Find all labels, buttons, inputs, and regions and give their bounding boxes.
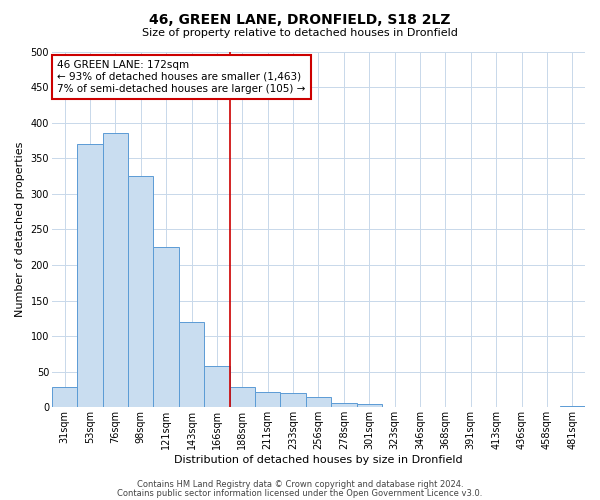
Bar <box>255 392 280 407</box>
X-axis label: Distribution of detached houses by size in Dronfield: Distribution of detached houses by size … <box>174 455 463 465</box>
Bar <box>128 176 154 408</box>
Text: 46, GREEN LANE, DRONFIELD, S18 2LZ: 46, GREEN LANE, DRONFIELD, S18 2LZ <box>149 12 451 26</box>
Y-axis label: Number of detached properties: Number of detached properties <box>15 142 25 317</box>
Bar <box>407 406 433 408</box>
Bar <box>356 404 382 407</box>
Bar <box>331 403 356 407</box>
Text: Contains public sector information licensed under the Open Government Licence v3: Contains public sector information licen… <box>118 488 482 498</box>
Text: Size of property relative to detached houses in Dronfield: Size of property relative to detached ho… <box>142 28 458 38</box>
Bar <box>230 388 255 407</box>
Bar <box>77 144 103 407</box>
Bar <box>280 393 306 407</box>
Bar <box>560 406 585 407</box>
Bar <box>103 134 128 407</box>
Bar <box>306 396 331 407</box>
Text: 46 GREEN LANE: 172sqm
← 93% of detached houses are smaller (1,463)
7% of semi-de: 46 GREEN LANE: 172sqm ← 93% of detached … <box>57 60 305 94</box>
Bar <box>154 247 179 408</box>
Bar <box>52 388 77 407</box>
Bar <box>382 406 407 408</box>
Bar <box>204 366 230 408</box>
Text: Contains HM Land Registry data © Crown copyright and database right 2024.: Contains HM Land Registry data © Crown c… <box>137 480 463 489</box>
Bar <box>179 322 204 408</box>
